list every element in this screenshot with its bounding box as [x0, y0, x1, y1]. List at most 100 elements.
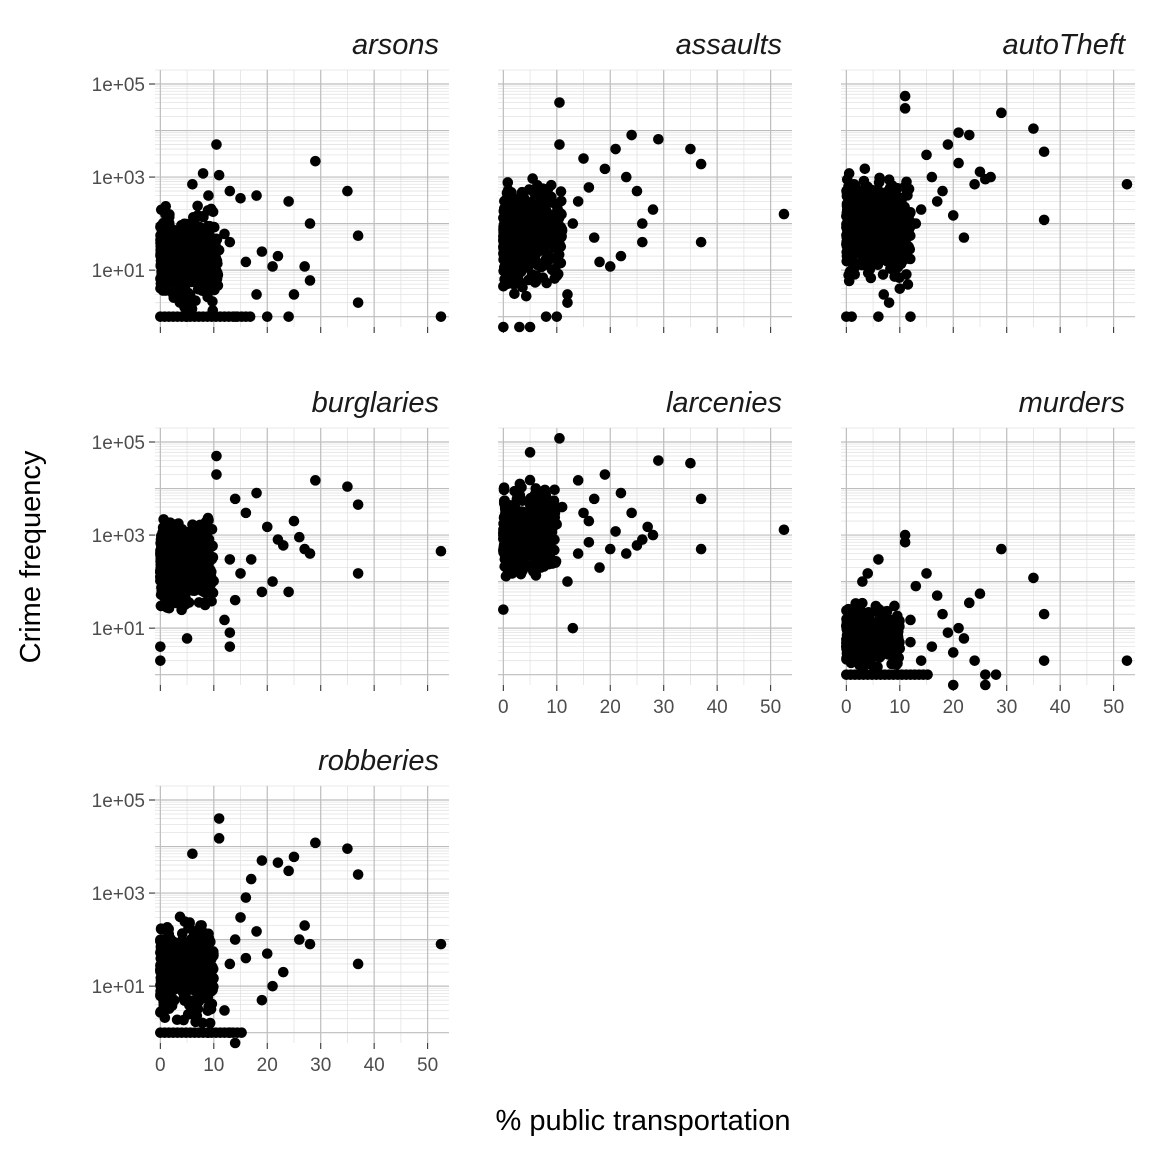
- data-point: [894, 643, 906, 654]
- data-point: [187, 848, 198, 860]
- data-point: [642, 521, 653, 533]
- x-tick-label: 0: [841, 697, 852, 718]
- facet-title: autoTheft: [1002, 29, 1126, 61]
- data-point: [542, 211, 554, 223]
- data-point: [235, 912, 246, 923]
- data-point: [567, 218, 579, 229]
- x-tick-label: 30: [996, 697, 1017, 718]
- data-point: [229, 594, 241, 606]
- data-point: [196, 937, 207, 948]
- data-point: [512, 537, 523, 549]
- data-point: [980, 679, 991, 691]
- data-point: [631, 540, 643, 551]
- data-point: [847, 612, 859, 623]
- data-point: [251, 190, 262, 201]
- data-point: [229, 1037, 241, 1049]
- data-point: [922, 669, 933, 680]
- data-point: [848, 196, 860, 208]
- data-point: [509, 288, 520, 300]
- data-point: [283, 586, 294, 598]
- data-point: [695, 236, 707, 248]
- data-point: [554, 139, 565, 150]
- data-point: [546, 264, 558, 276]
- data-point: [626, 129, 637, 141]
- data-point: [181, 633, 193, 644]
- data-point: [240, 952, 252, 964]
- data-point: [892, 262, 904, 273]
- data-point: [201, 276, 213, 287]
- data-point: [511, 555, 523, 567]
- data-point: [224, 236, 236, 248]
- data-point: [195, 920, 206, 931]
- data-point: [841, 311, 852, 322]
- data-point: [594, 562, 605, 573]
- data-point: [604, 261, 616, 272]
- x-tick-label: 40: [1050, 697, 1071, 718]
- data-point: [525, 219, 537, 230]
- data-point: [509, 217, 521, 228]
- data-point: [889, 271, 900, 282]
- data-point: [856, 214, 868, 226]
- data-point: [501, 187, 513, 199]
- data-point: [505, 197, 517, 208]
- facet-title: assaults: [676, 29, 782, 61]
- data-point: [155, 655, 166, 666]
- data-point: [578, 153, 589, 164]
- data-point: [187, 178, 198, 190]
- data-point: [841, 219, 852, 231]
- data-point: [204, 1017, 216, 1029]
- data-point: [193, 597, 205, 608]
- data-point: [695, 493, 707, 505]
- data-point: [873, 311, 884, 322]
- data-point: [526, 257, 537, 269]
- data-point: [256, 586, 268, 598]
- y-tick-label: 1e+03: [92, 526, 145, 547]
- data-point: [610, 526, 621, 537]
- data-point: [874, 227, 885, 238]
- data-point: [294, 934, 305, 945]
- data-point: [156, 282, 168, 293]
- x-tick-label: 10: [889, 697, 910, 718]
- data-point: [224, 1027, 236, 1038]
- data-point: [547, 511, 558, 523]
- data-point: [179, 916, 191, 927]
- data-point: [529, 495, 540, 506]
- data-point: [958, 633, 970, 644]
- data-point: [545, 525, 557, 537]
- data-point: [520, 290, 532, 302]
- data-point: [843, 233, 855, 245]
- data-point: [685, 143, 696, 155]
- data-point: [878, 608, 889, 620]
- data-point: [517, 204, 529, 216]
- data-point: [879, 643, 890, 655]
- data-point: [857, 576, 868, 587]
- data-point: [947, 647, 959, 658]
- data-point: [588, 493, 600, 505]
- data-point: [583, 182, 595, 193]
- data-point: [203, 190, 214, 201]
- data-point: [498, 321, 509, 333]
- data-point: [778, 524, 790, 536]
- data-point: [156, 531, 167, 543]
- data-point: [163, 602, 175, 614]
- data-point: [888, 218, 900, 229]
- data-point: [202, 930, 214, 942]
- data-point: [524, 474, 536, 486]
- data-point: [435, 938, 447, 950]
- data-point: [167, 239, 179, 250]
- data-point: [846, 643, 858, 654]
- data-point: [240, 892, 252, 903]
- x-tick-label: 20: [600, 697, 621, 718]
- data-point: [212, 280, 224, 291]
- data-point: [229, 311, 241, 322]
- data-point: [435, 311, 447, 322]
- data-point: [299, 920, 310, 931]
- data-point: [288, 851, 300, 863]
- data-point: [160, 233, 171, 244]
- data-point: [155, 641, 166, 652]
- data-point: [910, 580, 922, 592]
- data-point: [162, 1002, 174, 1014]
- x-tick-label: 30: [653, 697, 674, 718]
- data-point: [342, 843, 353, 854]
